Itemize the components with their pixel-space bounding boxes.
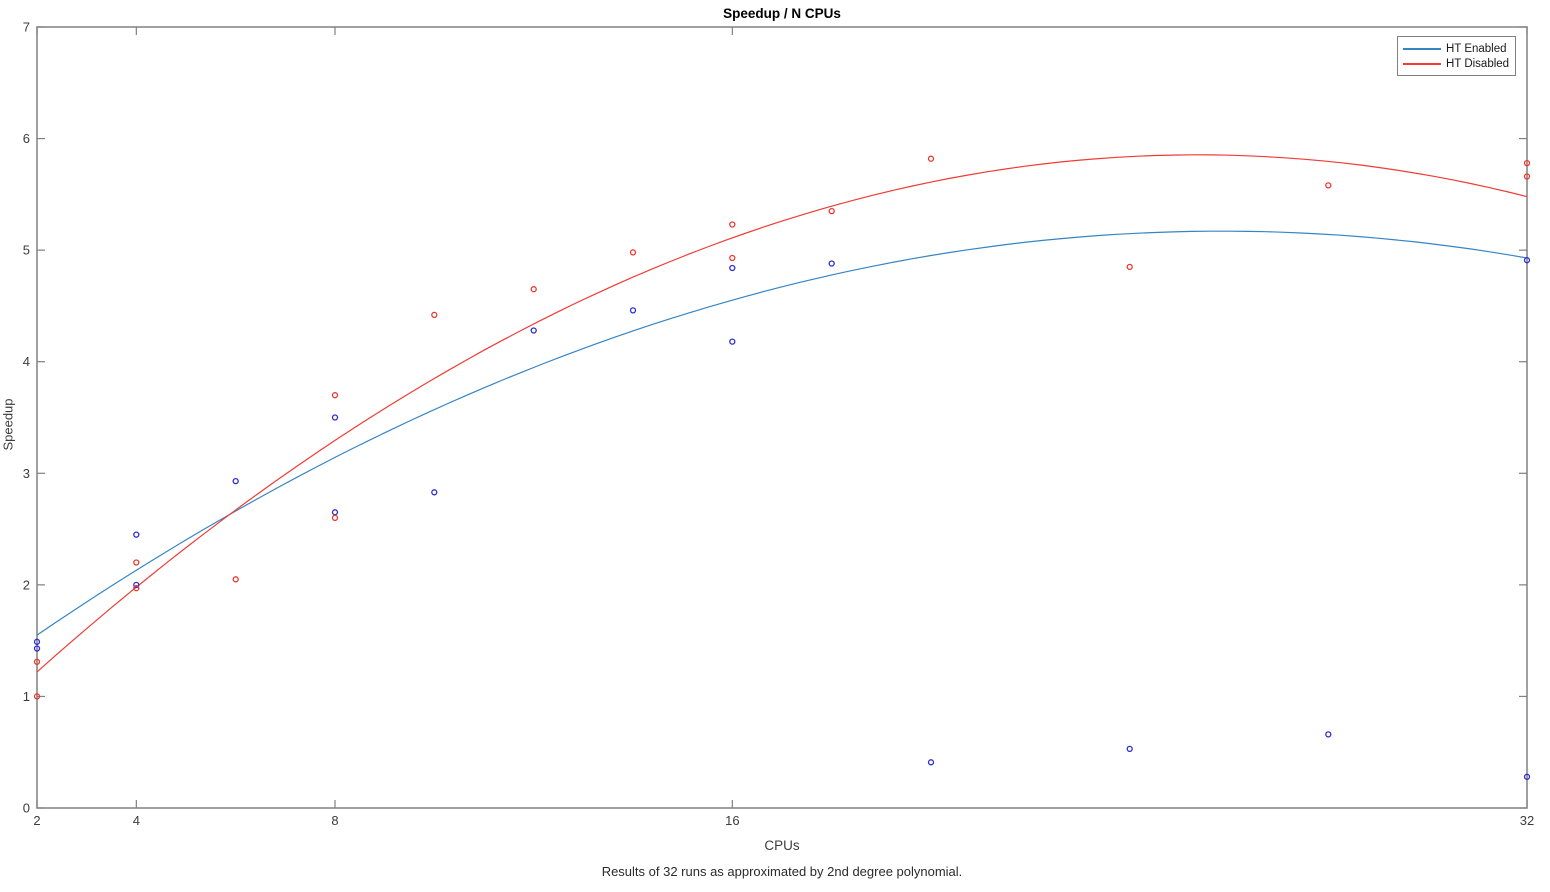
data-point-ht-disabled bbox=[133, 559, 140, 566]
data-point-ht-enabled bbox=[530, 327, 537, 334]
data-point-ht-enabled bbox=[1325, 731, 1332, 738]
data-point-ht-disabled bbox=[530, 286, 537, 293]
data-point-ht-enabled bbox=[629, 307, 637, 314]
data-point-ht-disabled bbox=[1523, 173, 1531, 180]
data-point-ht-disabled bbox=[629, 249, 637, 256]
y-tick-label: 3 bbox=[23, 466, 30, 481]
data-point-ht-enabled bbox=[828, 260, 835, 267]
data-point-ht-disabled bbox=[927, 155, 935, 162]
legend-entry-ht-enabled: HT Enabled bbox=[1403, 41, 1509, 56]
x-tick-label: 4 bbox=[133, 813, 140, 828]
data-point-ht-enabled bbox=[232, 477, 239, 485]
data-point-ht-disabled bbox=[331, 514, 339, 522]
data-point-ht-enabled bbox=[33, 645, 41, 652]
legend-line-sample-ht-enabled bbox=[1403, 47, 1441, 50]
y-tick-label: 1 bbox=[23, 689, 30, 704]
y-tick-label: 4 bbox=[23, 354, 30, 369]
x-tick-label: 8 bbox=[331, 813, 338, 828]
chart-title: Speedup / N CPUs bbox=[723, 6, 841, 21]
fit-curve-ht-disabled bbox=[36, 154, 1528, 673]
data-point-ht-enabled bbox=[927, 759, 935, 766]
x-axis-label: CPUs bbox=[764, 838, 800, 853]
data-point-ht-disabled bbox=[1126, 263, 1133, 271]
legend-label-ht-disabled: HT Disabled bbox=[1446, 57, 1510, 70]
chart-caption: Results of 32 runs as approximated by 2n… bbox=[601, 864, 963, 879]
legend-entry-ht-disabled: HT Disabled bbox=[1403, 56, 1509, 71]
y-tick-label: 5 bbox=[23, 243, 30, 258]
y-tick-label: 6 bbox=[23, 131, 30, 146]
data-point-ht-enabled bbox=[1523, 257, 1531, 264]
data-point-ht-disabled bbox=[729, 254, 736, 262]
x-tick-label: 32 bbox=[1520, 813, 1534, 828]
data-point-ht-enabled bbox=[1523, 773, 1531, 780]
plot-border bbox=[36, 26, 1528, 809]
data-point-ht-disabled bbox=[331, 392, 339, 399]
data-point-ht-disabled bbox=[431, 311, 438, 319]
legend-label-ht-enabled: HT Enabled bbox=[1446, 42, 1507, 55]
data-point-ht-disabled bbox=[729, 221, 736, 228]
legend: HT Enabled HT Disabled bbox=[1397, 36, 1516, 76]
y-axis-label: Speedup bbox=[0, 398, 16, 451]
data-point-ht-enabled bbox=[133, 531, 140, 538]
data-point-ht-enabled bbox=[1126, 745, 1133, 753]
data-point-ht-disabled bbox=[133, 585, 140, 592]
data-point-ht-disabled bbox=[1325, 182, 1332, 189]
y-tick-label: 7 bbox=[23, 20, 30, 35]
data-point-ht-enabled bbox=[33, 638, 41, 645]
data-point-ht-enabled bbox=[431, 489, 438, 496]
y-tick-label: 2 bbox=[23, 577, 30, 592]
data-point-ht-enabled bbox=[331, 414, 339, 421]
data-point-ht-enabled bbox=[331, 509, 339, 516]
data-point-ht-enabled bbox=[133, 581, 140, 589]
legend-line-sample-ht-disabled bbox=[1403, 62, 1441, 65]
x-tick-label: 16 bbox=[725, 813, 739, 828]
data-point-ht-disabled bbox=[33, 658, 41, 665]
data-point-ht-disabled bbox=[828, 207, 835, 215]
y-tick-label: 0 bbox=[23, 801, 30, 816]
fit-curve-ht-enabled bbox=[36, 230, 1528, 636]
data-point-ht-enabled bbox=[729, 338, 736, 345]
data-point-ht-enabled bbox=[729, 264, 736, 272]
data-point-ht-disabled bbox=[1523, 159, 1531, 167]
data-point-ht-disabled bbox=[33, 693, 41, 700]
x-tick-label: 2 bbox=[33, 813, 40, 828]
data-point-ht-disabled bbox=[232, 576, 239, 583]
